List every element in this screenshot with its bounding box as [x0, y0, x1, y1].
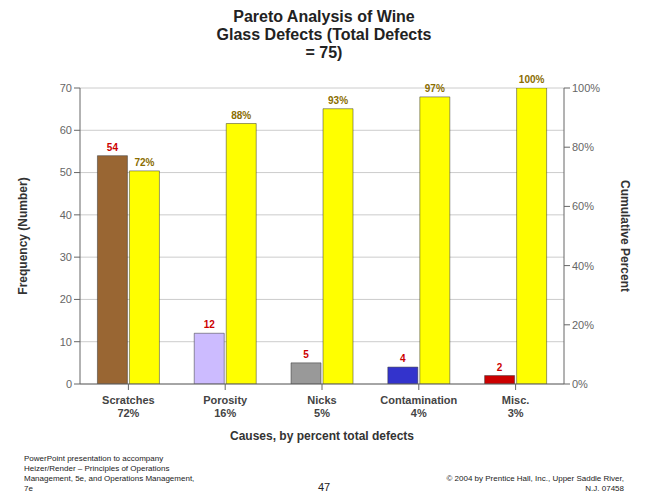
svg-text:Frequency (Number): Frequency (Number) [16, 177, 30, 294]
html-text:© 2004 by Prentice Hall, Inc.,: © 2004 by Prentice Hall, Inc., Upper Sad… [446, 474, 624, 493]
svg-text:100%: 100% [519, 74, 545, 85]
svg-text:Cumulative Percent: Cumulative Percent [618, 180, 632, 292]
html-text:Glass Defects (Total Defects: Glass Defects (Total Defects [216, 26, 432, 43]
svg-text:4: 4 [400, 353, 406, 364]
svg-text:Causes, by percent total defec: Causes, by percent total defects [230, 429, 414, 443]
svg-text:Misc.3%: Misc.3% [502, 394, 530, 419]
svg-text:Contamination4%: Contamination4% [380, 394, 457, 419]
svg-text:60%: 60% [572, 200, 594, 212]
html-text:= 75): = 75) [305, 44, 343, 61]
svg-text:50: 50 [60, 166, 72, 178]
svg-text:70: 70 [60, 82, 72, 94]
svg-text:2: 2 [497, 362, 503, 373]
svg-text:Porosity16%: Porosity16% [203, 394, 248, 419]
svg-text:88%: 88% [231, 110, 251, 121]
svg-text:72%: 72% [134, 157, 154, 168]
svg-text:Scratches72%: Scratches72% [102, 394, 155, 419]
svg-text:54: 54 [107, 142, 119, 153]
svg-text:100%: 100% [572, 82, 600, 94]
svg-text:12: 12 [204, 319, 216, 330]
svg-text:Nicks5%: Nicks5% [307, 394, 336, 419]
svg-text:60: 60 [60, 124, 72, 136]
svg-text:0%: 0% [572, 378, 588, 390]
svg-text:20: 20 [60, 293, 72, 305]
svg-text:30: 30 [60, 251, 72, 263]
svg-text:93%: 93% [328, 95, 348, 106]
svg-text:5: 5 [303, 349, 309, 360]
html-text:47: 47 [317, 481, 331, 493]
html-text:PowerPoint presentation to acc: PowerPoint presentation to accompany Hei… [24, 454, 195, 493]
svg-text:20%: 20% [572, 319, 594, 331]
svg-text:40%: 40% [572, 260, 594, 272]
svg-text:80%: 80% [572, 141, 594, 153]
svg-text:0: 0 [66, 378, 72, 390]
svg-text:10: 10 [60, 336, 72, 348]
html-text:Pareto Analysis of Wine: Pareto Analysis of Wine [233, 8, 415, 25]
svg-text:97%: 97% [425, 83, 445, 94]
svg-text:40: 40 [60, 209, 72, 221]
